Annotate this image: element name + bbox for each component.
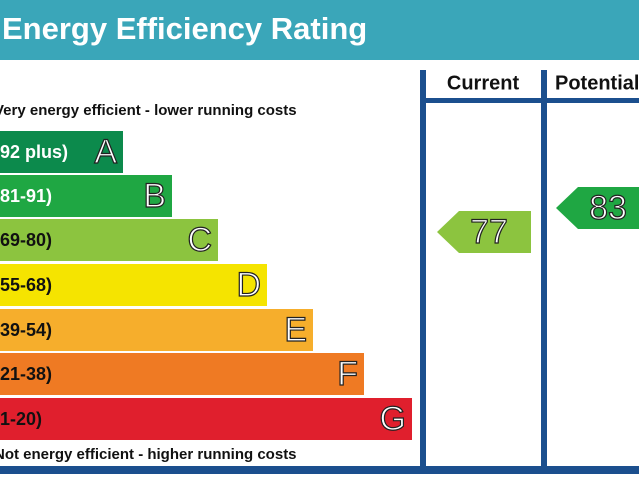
band-letter: F	[337, 355, 358, 393]
header-bar	[0, 0, 639, 60]
band-letter: D	[236, 266, 261, 304]
column-header: Current	[447, 72, 520, 94]
band-range: (92 plus)	[0, 142, 68, 162]
band-range: (21-38)	[0, 364, 52, 384]
top-note: Very energy efficient - lower running co…	[0, 102, 297, 119]
band	[0, 219, 218, 261]
column-divider	[541, 70, 547, 470]
column-divider	[420, 70, 426, 470]
rating-value: 83	[589, 189, 627, 227]
rating-arrow	[437, 211, 531, 253]
band	[0, 398, 412, 440]
band-letter: B	[143, 177, 166, 215]
bottom-border	[0, 466, 639, 474]
title: Energy Efficiency Rating	[2, 11, 367, 46]
band-range: (69-80)	[0, 230, 52, 250]
band	[0, 175, 172, 217]
band	[0, 353, 364, 395]
bottom-note: Not energy efficient - higher running co…	[0, 446, 297, 463]
header-rule	[426, 98, 639, 103]
band	[0, 131, 123, 173]
band-letter: G	[380, 400, 406, 438]
band-letter: E	[284, 311, 307, 349]
band	[0, 264, 267, 306]
band	[0, 309, 313, 351]
rating-arrow	[556, 187, 639, 229]
band-range: (81-91)	[0, 186, 52, 206]
band-letter: C	[187, 221, 212, 259]
band-range: (1-20)	[0, 409, 42, 429]
band-letter: A	[94, 133, 117, 171]
column-header: Potential	[555, 72, 639, 94]
band-range: (55-68)	[0, 275, 52, 295]
band-range: (39-54)	[0, 320, 52, 340]
rating-value: 77	[470, 213, 508, 251]
